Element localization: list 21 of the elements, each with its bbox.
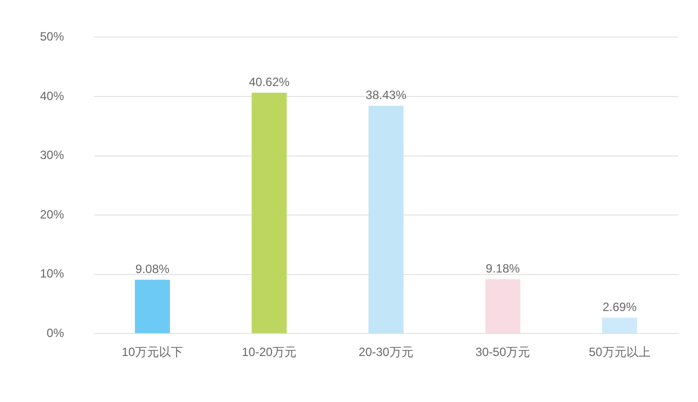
x-tick-label: 10万元以下	[122, 345, 184, 360]
y-tick-label: 0%	[46, 326, 64, 340]
bar	[485, 279, 520, 334]
y-tick-label: 40%	[40, 88, 64, 103]
x-tick-label: 30-50万元	[475, 345, 530, 360]
x-tick-label: 20-30万元	[358, 345, 414, 360]
x-tick-label: 10-20万元	[242, 345, 297, 360]
y-tick-label: 30%	[40, 148, 64, 162]
data-label: 9.08%	[135, 262, 170, 276]
bar	[252, 92, 287, 334]
data-label: 2.69%	[602, 300, 637, 314]
data-label: 38.43%	[366, 88, 407, 102]
data-label: 40.62%	[248, 75, 290, 90]
bar	[602, 318, 638, 334]
y-tick-label: 50%	[40, 30, 64, 44]
data-label: 9.18%	[486, 261, 520, 276]
y-tick-label: 20%	[40, 207, 64, 222]
bar	[368, 106, 404, 334]
y-tick-label: 10%	[40, 266, 64, 281]
bar	[134, 280, 170, 334]
x-tick-label: 50万元以上	[588, 345, 650, 360]
